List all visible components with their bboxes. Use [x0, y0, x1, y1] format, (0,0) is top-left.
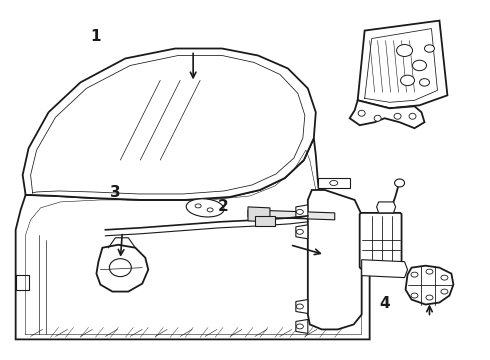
- Polygon shape: [248, 210, 335, 220]
- Polygon shape: [296, 319, 308, 333]
- Polygon shape: [255, 216, 275, 226]
- Ellipse shape: [419, 78, 429, 86]
- Ellipse shape: [358, 110, 365, 116]
- Polygon shape: [97, 245, 148, 292]
- Ellipse shape: [400, 75, 415, 86]
- Polygon shape: [308, 190, 362, 329]
- Ellipse shape: [330, 180, 338, 185]
- Ellipse shape: [296, 229, 303, 234]
- Ellipse shape: [441, 289, 448, 294]
- Polygon shape: [350, 100, 424, 128]
- Ellipse shape: [207, 208, 213, 212]
- Ellipse shape: [413, 60, 426, 71]
- FancyBboxPatch shape: [360, 213, 401, 269]
- Ellipse shape: [394, 113, 401, 119]
- Polygon shape: [296, 225, 308, 239]
- Ellipse shape: [426, 295, 433, 300]
- Polygon shape: [248, 207, 270, 222]
- Polygon shape: [23, 49, 316, 200]
- Ellipse shape: [411, 272, 418, 277]
- Ellipse shape: [296, 324, 303, 329]
- Ellipse shape: [109, 259, 131, 276]
- Polygon shape: [406, 266, 453, 305]
- Polygon shape: [16, 138, 369, 339]
- Ellipse shape: [186, 199, 224, 217]
- Text: 1: 1: [91, 29, 101, 44]
- Ellipse shape: [426, 269, 433, 274]
- Ellipse shape: [441, 275, 448, 280]
- Polygon shape: [362, 260, 408, 278]
- Text: 2: 2: [218, 199, 228, 215]
- Ellipse shape: [296, 304, 303, 309]
- Text: 4: 4: [379, 296, 390, 311]
- Polygon shape: [318, 178, 350, 188]
- Text: 3: 3: [110, 185, 121, 200]
- Polygon shape: [296, 205, 308, 219]
- Polygon shape: [296, 300, 308, 314]
- Ellipse shape: [394, 179, 405, 187]
- Ellipse shape: [411, 293, 418, 298]
- Polygon shape: [358, 21, 447, 108]
- Ellipse shape: [296, 210, 303, 214]
- Polygon shape: [377, 202, 395, 213]
- Ellipse shape: [424, 45, 435, 52]
- Ellipse shape: [195, 204, 201, 208]
- Ellipse shape: [374, 115, 381, 121]
- Ellipse shape: [409, 113, 416, 119]
- Ellipse shape: [396, 45, 413, 57]
